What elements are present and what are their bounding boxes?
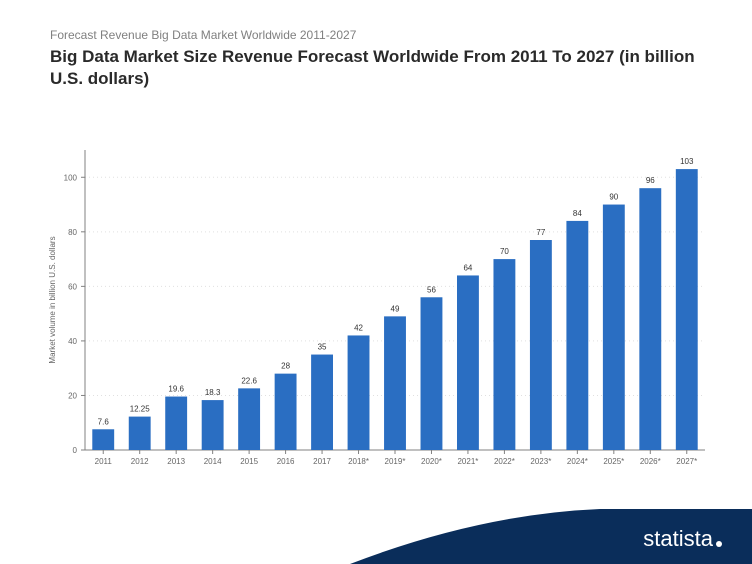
bar — [238, 388, 260, 450]
bar — [311, 355, 333, 450]
bar — [92, 429, 114, 450]
bar — [639, 188, 661, 450]
y-axis-label: Market volume in billion U.S. dollars — [48, 236, 57, 363]
x-tick-label: 2021* — [457, 457, 478, 466]
bar-value-label: 70 — [500, 247, 509, 256]
x-tick-label: 2020* — [421, 457, 442, 466]
bar-value-label: 18.3 — [205, 388, 221, 397]
bar — [384, 316, 406, 450]
bar-value-label: 49 — [391, 304, 400, 313]
logo-dot-icon — [716, 541, 722, 547]
x-tick-label: 2026* — [640, 457, 661, 466]
footer-banner: statista — [0, 509, 752, 564]
chart-title: Big Data Market Size Revenue Forecast Wo… — [50, 46, 722, 90]
x-tick-label: 2015 — [240, 457, 258, 466]
x-tick-label: 2027* — [676, 457, 697, 466]
bar — [202, 400, 224, 450]
bar — [493, 259, 515, 450]
x-tick-label: 2022* — [494, 457, 515, 466]
bar-value-label: 56 — [427, 285, 436, 294]
bar-value-label: 19.6 — [168, 385, 184, 394]
bar-value-label: 22.6 — [241, 376, 257, 385]
x-tick-label: 2013 — [167, 457, 185, 466]
bar-value-label: 96 — [646, 176, 655, 185]
x-tick-label: 2014 — [204, 457, 222, 466]
y-tick-label: 80 — [68, 228, 77, 237]
x-tick-label: 2025* — [603, 457, 624, 466]
x-tick-label: 2017 — [313, 457, 331, 466]
bar — [603, 205, 625, 450]
bar-value-label: 12.25 — [130, 405, 151, 414]
bar — [566, 221, 588, 450]
bar — [348, 335, 370, 450]
bar — [275, 374, 297, 450]
bar-value-label: 84 — [573, 209, 582, 218]
bar-value-label: 77 — [536, 228, 545, 237]
bar — [676, 169, 698, 450]
bar — [165, 397, 187, 450]
bar — [530, 240, 552, 450]
bar-value-label: 42 — [354, 323, 363, 332]
x-tick-label: 2018* — [348, 457, 369, 466]
bar-chart: 0 20 40 60 80 100 7.6 2011 12.25 2012 19.6 2013 18.3… — [45, 140, 705, 480]
x-tick-label: 2024* — [567, 457, 588, 466]
x-tick-label: 2016 — [277, 457, 295, 466]
y-tick-label: 40 — [68, 337, 77, 346]
y-tick-label: 0 — [73, 446, 78, 455]
bar-value-label: 35 — [318, 343, 327, 352]
bar-value-label: 90 — [609, 193, 618, 202]
x-tick-label: 2011 — [95, 457, 113, 466]
bar — [129, 417, 151, 450]
chart-subtitle: Forecast Revenue Big Data Market Worldwi… — [50, 28, 722, 42]
y-tick-label: 100 — [64, 173, 78, 182]
header: Forecast Revenue Big Data Market Worldwi… — [0, 0, 752, 100]
x-tick-label: 2023* — [530, 457, 551, 466]
x-tick-label: 2019* — [385, 457, 406, 466]
statista-logo: statista — [643, 526, 722, 552]
bar-value-label: 7.6 — [98, 417, 110, 426]
y-tick-label: 60 — [68, 282, 77, 291]
x-tick-label: 2012 — [131, 457, 149, 466]
bar-value-label: 28 — [281, 362, 290, 371]
y-tick-label: 20 — [68, 391, 77, 400]
bar — [457, 275, 479, 450]
bar-value-label: 64 — [463, 263, 472, 272]
bar-value-label: 103 — [680, 157, 694, 166]
bar — [421, 297, 443, 450]
